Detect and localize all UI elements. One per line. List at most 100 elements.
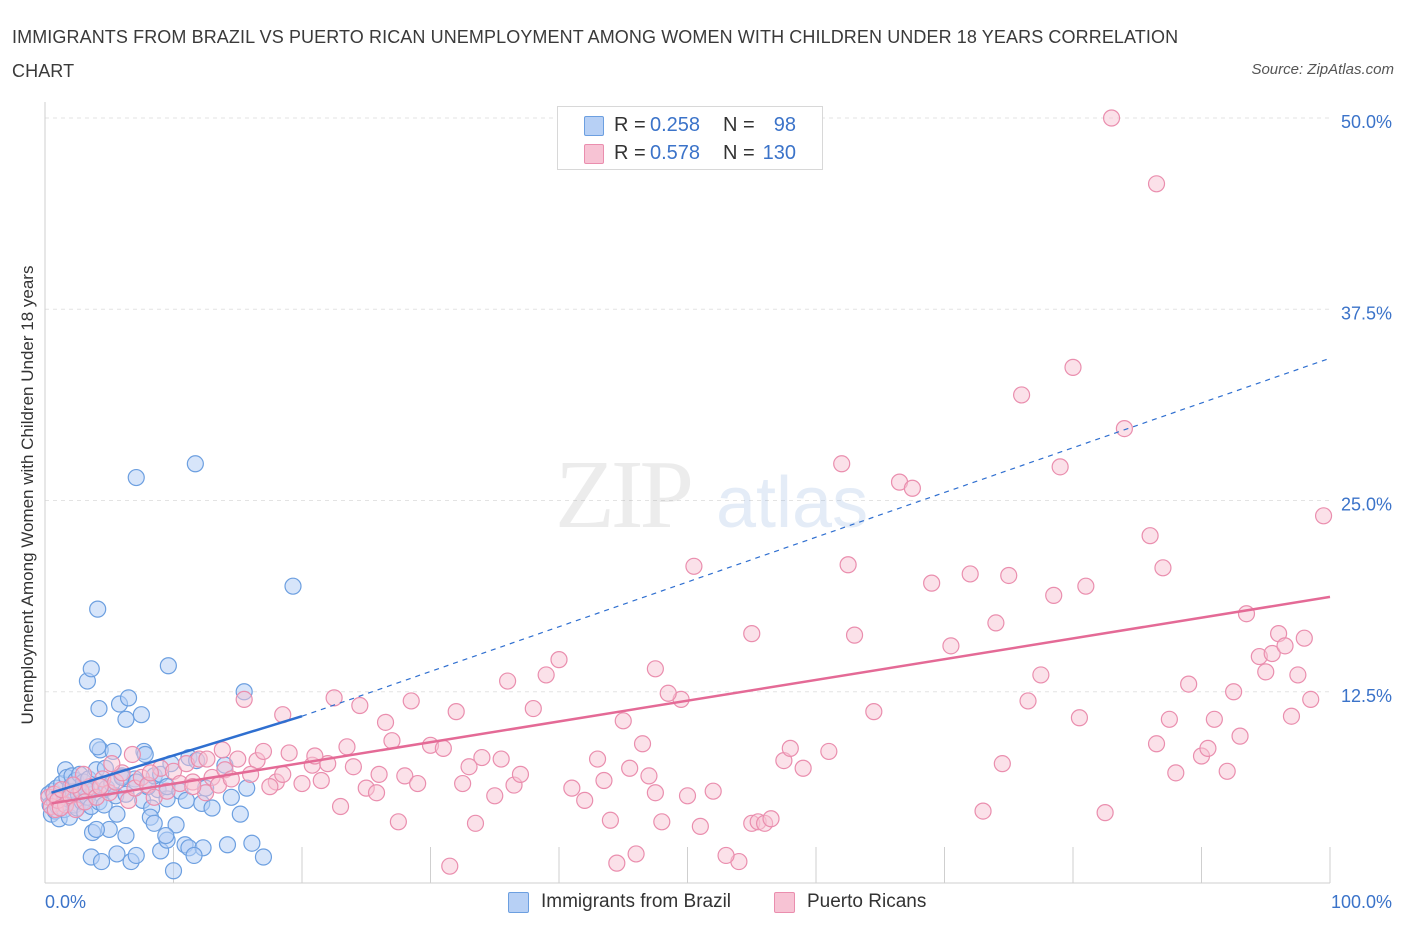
puerto-ricans-point <box>1077 577 1095 595</box>
puerto-ricans-point <box>659 684 677 702</box>
brazil-point <box>203 799 221 817</box>
brazil-swatch <box>584 116 604 136</box>
brazil-point <box>87 820 106 839</box>
puerto-ricans-point <box>646 660 664 678</box>
puerto-ricans-point <box>1276 637 1294 655</box>
puerto-ricans-point <box>198 750 216 768</box>
puerto-ricans-point <box>511 765 530 783</box>
puerto-ricans-point <box>845 626 864 644</box>
puerto-ricans-point <box>1045 586 1063 604</box>
puerto-ricans-point <box>621 759 639 777</box>
puerto-ricans-point <box>1282 707 1301 725</box>
puerto-ricans-point <box>1070 709 1089 727</box>
puerto-ricans-point <box>312 771 330 790</box>
puerto-ricans-point <box>961 565 979 583</box>
puerto-ricans-point <box>261 778 279 796</box>
y-tick-label-0: 12.5% <box>1341 686 1392 706</box>
puerto-ricans-point <box>1199 739 1217 757</box>
y-tick-label-1: 25.0% <box>1341 495 1392 515</box>
x-tick-label-min: 0.0% <box>45 892 86 912</box>
puerto-ricans-point <box>576 791 594 809</box>
puerto-ricans-point <box>640 767 658 785</box>
chart-title: IMMIGRANTS FROM BRAZIL VS PUERTO RICAN U… <box>12 27 1179 81</box>
puerto-ricans-point <box>685 557 703 575</box>
brazil-point <box>222 788 240 806</box>
puerto-ricans-point <box>717 846 735 865</box>
puerto-ricans-point <box>293 774 311 793</box>
puerto-ricans-point <box>588 750 607 768</box>
puerto-ricans-point <box>563 779 581 797</box>
brazil-point <box>243 834 261 852</box>
puerto-ricans-point <box>1218 762 1236 780</box>
puerto-ricans-point <box>794 759 812 777</box>
r-label: R = <box>614 142 646 164</box>
puerto-ricans-point <box>524 699 542 718</box>
puerto-ricans-point <box>338 738 356 756</box>
legend-label-puerto-ricans: Puerto Ricans <box>807 891 927 912</box>
puerto-ricans-point <box>367 784 386 802</box>
puerto-ricans-point <box>987 614 1005 632</box>
puerto-ricans-point <box>402 692 420 710</box>
puerto-ricans-point <box>235 690 253 709</box>
puerto-ricans-point <box>351 696 369 715</box>
puerto-ricans-point <box>1231 727 1249 745</box>
puerto-ricans-point <box>1237 605 1256 623</box>
puerto-ricans-point <box>389 813 407 831</box>
brazil-point <box>82 660 100 678</box>
puerto-ricans-point <box>91 778 109 796</box>
correlation-legend: R = 0.258 N = 98 R = 0.578 N = 130 <box>557 106 823 170</box>
puerto-ricans-point <box>601 811 620 829</box>
brazil-point <box>108 805 126 823</box>
brazil-trend-line <box>51 715 303 794</box>
puerto-ricans-point <box>691 817 709 835</box>
puerto-ricans-point <box>1147 735 1166 753</box>
watermark-atlas: atlas <box>716 463 868 543</box>
puerto-ricans-swatch <box>774 892 795 913</box>
puerto-ricans-point <box>974 802 992 820</box>
puerto-ricans-point <box>993 755 1011 773</box>
brazil-point <box>284 577 302 595</box>
brazil-point <box>164 862 183 880</box>
puerto-ricans-point <box>550 651 568 669</box>
puerto-ricans-point <box>1032 666 1050 684</box>
puerto-ricans-point <box>1205 710 1223 728</box>
puerto-ricans-point <box>447 703 465 721</box>
puerto-ricans-point <box>678 787 697 805</box>
puerto-ricans-point <box>865 703 883 721</box>
puerto-ricans-point <box>608 854 626 872</box>
puerto-ricans-point <box>614 712 632 730</box>
puerto-ricans-point <box>923 574 941 592</box>
puerto-ricans-point <box>1102 109 1121 127</box>
puerto-ricans-point <box>123 745 141 764</box>
puerto-ricans-point <box>1257 663 1275 681</box>
puerto-ricans-point <box>280 744 298 762</box>
puerto-ricans-point <box>434 739 452 757</box>
puerto-ricans-point <box>646 784 664 802</box>
brazil-point <box>127 846 145 865</box>
puerto-ricans-point <box>1289 666 1307 684</box>
brazil-point <box>157 826 175 845</box>
brazil-point <box>89 738 107 756</box>
puerto-ricans-point <box>492 750 510 768</box>
brazil-point <box>117 826 135 845</box>
brazil-point <box>119 689 138 707</box>
puerto-ricans-point <box>839 556 857 574</box>
puerto-ricans-point <box>441 857 459 875</box>
brazil-point <box>132 706 150 724</box>
puerto-ricans-point <box>820 742 838 761</box>
puerto-ricans-point <box>158 782 176 800</box>
puerto-ricans-point <box>460 758 478 776</box>
puerto-ricans-point <box>141 764 159 782</box>
puerto-ricans-point <box>229 750 247 768</box>
puerto-ricans-point <box>1012 386 1031 404</box>
puerto-ricans-point <box>942 637 960 655</box>
brazil-point <box>167 816 185 834</box>
r-value-puerto-ricans: 0.578 <box>650 142 701 164</box>
puerto-ricans-point <box>1115 419 1134 438</box>
brazil-swatch <box>508 892 529 913</box>
brazil-point <box>90 699 108 718</box>
n-label: N = <box>723 114 755 136</box>
watermark: ZIP atlas <box>555 441 868 549</box>
puerto-ricans-point <box>486 787 504 805</box>
n-label: N = <box>723 142 755 164</box>
